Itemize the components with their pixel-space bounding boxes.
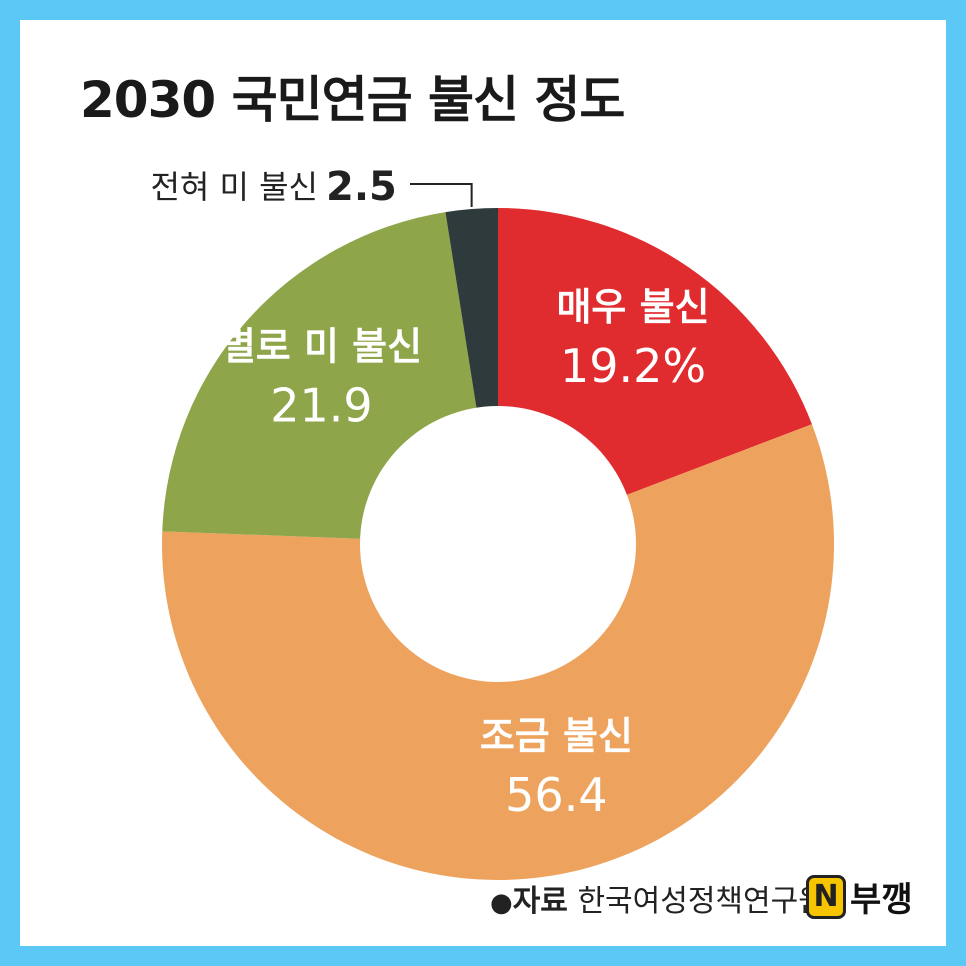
- logo-text: 부깽: [850, 872, 913, 921]
- source-note: ●자료 한국여성정책연구원: [490, 876, 826, 920]
- donut-hole: [360, 406, 636, 682]
- leader-line: [410, 183, 473, 208]
- source-bullet: ●: [490, 888, 513, 918]
- slice-value-label: 56.4: [505, 768, 607, 822]
- chart-title: 2030 국민연금 불신 정도: [80, 71, 625, 129]
- slice-value-label: 2.5: [326, 164, 397, 210]
- slice-category-label: 별로 미 불신: [221, 324, 422, 368]
- slice-value-label: 21.9: [270, 378, 372, 432]
- n-badge-icon: N: [806, 874, 846, 919]
- source-text: 한국여성정책연구원: [577, 884, 826, 919]
- slice-category-label: 매우 불신: [556, 285, 709, 329]
- brand-logo: N 부깽: [806, 872, 913, 921]
- slice-value-label: 19.2%: [560, 339, 706, 393]
- slice-category-label: 조금 불신: [480, 714, 633, 758]
- slice-category-label: 전혀 미 불신: [150, 168, 318, 206]
- source-label: 자료: [512, 884, 568, 919]
